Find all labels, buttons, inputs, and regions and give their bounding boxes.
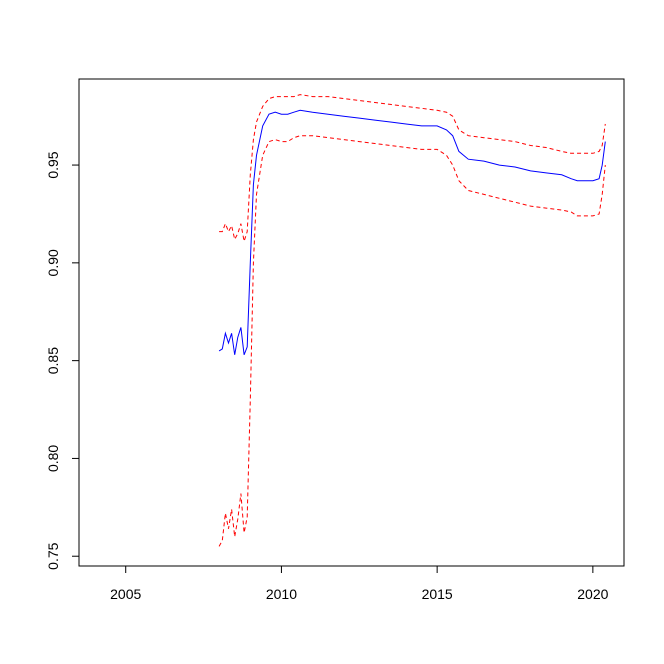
y-tick-label: 0.95 bbox=[45, 151, 61, 178]
y-tick-label: 0.80 bbox=[45, 445, 61, 472]
series-line-3 bbox=[218, 135, 606, 547]
series-line-2 bbox=[219, 94, 606, 242]
x-tick-label: 2010 bbox=[266, 586, 297, 602]
series-layer bbox=[218, 94, 606, 547]
x-tick-label: 2015 bbox=[422, 586, 453, 602]
x-axis: 2005 2010 2015 2020 bbox=[110, 565, 609, 602]
y-tick-label: 0.85 bbox=[45, 347, 61, 374]
x-tick-label: 2020 bbox=[577, 586, 608, 602]
y-tick-label: 0.90 bbox=[45, 249, 61, 276]
x-tick-label: 2005 bbox=[110, 586, 141, 602]
y-axis: 0.75 0.80 0.85 0.90 0.95 bbox=[45, 151, 80, 570]
y-tick-label: 0.75 bbox=[45, 542, 61, 569]
series-line-1 bbox=[218, 109, 606, 355]
